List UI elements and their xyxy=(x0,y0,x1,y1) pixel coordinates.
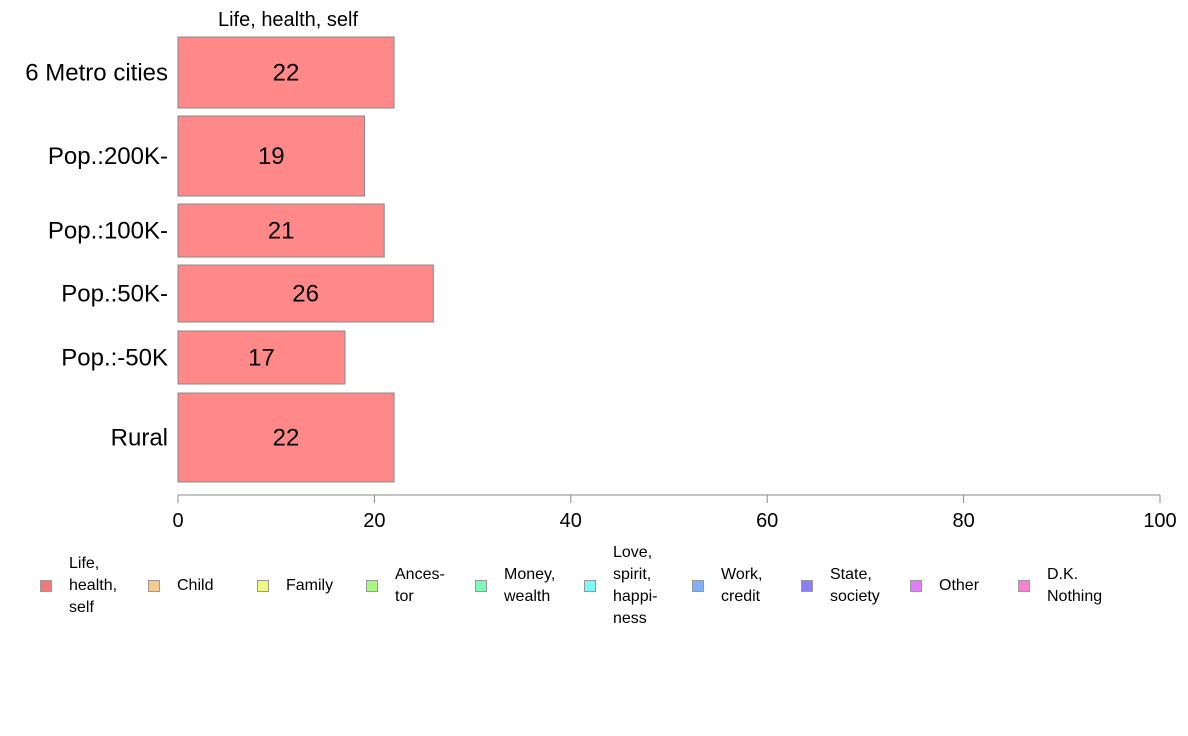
bar-value-label: 22 xyxy=(273,60,300,87)
bar xyxy=(177,264,434,323)
category-label: Pop.:100K- xyxy=(48,218,168,245)
category-label: Pop.:200K- xyxy=(48,143,168,170)
bar xyxy=(177,330,346,385)
bars-layer: 22 19 21 26 17 22 xyxy=(177,36,434,483)
x-tick-label: 20 xyxy=(363,510,385,532)
bar-value-label: 17 xyxy=(248,345,275,372)
x-tick-label: 40 xyxy=(560,510,582,532)
bar xyxy=(177,203,385,258)
x-axis: 0 20 40 60 80 100 xyxy=(172,494,1177,532)
category-label: Pop.:50K- xyxy=(61,281,168,308)
x-tick-label: 60 xyxy=(756,510,778,532)
chart-title: Life, health, self xyxy=(218,9,359,31)
bar-value-label: 21 xyxy=(268,218,295,245)
bar-value-label: 19 xyxy=(258,143,285,170)
x-tick-label: 100 xyxy=(1143,510,1176,532)
x-tick-label: 80 xyxy=(952,510,974,532)
x-tick-label: 0 xyxy=(172,510,183,532)
bar-value-label: 22 xyxy=(273,425,300,452)
bar xyxy=(177,36,395,109)
bar-value-label: 26 xyxy=(292,281,319,308)
bar xyxy=(177,115,366,197)
category-labels: 6 Metro cities Pop.:200K- Pop.:100K- Pop.:5… xyxy=(25,60,168,452)
category-label: Pop.:-50K xyxy=(61,345,168,372)
bar xyxy=(177,392,395,483)
category-label: 6 Metro cities xyxy=(25,60,168,87)
category-label: Rural xyxy=(111,425,168,452)
